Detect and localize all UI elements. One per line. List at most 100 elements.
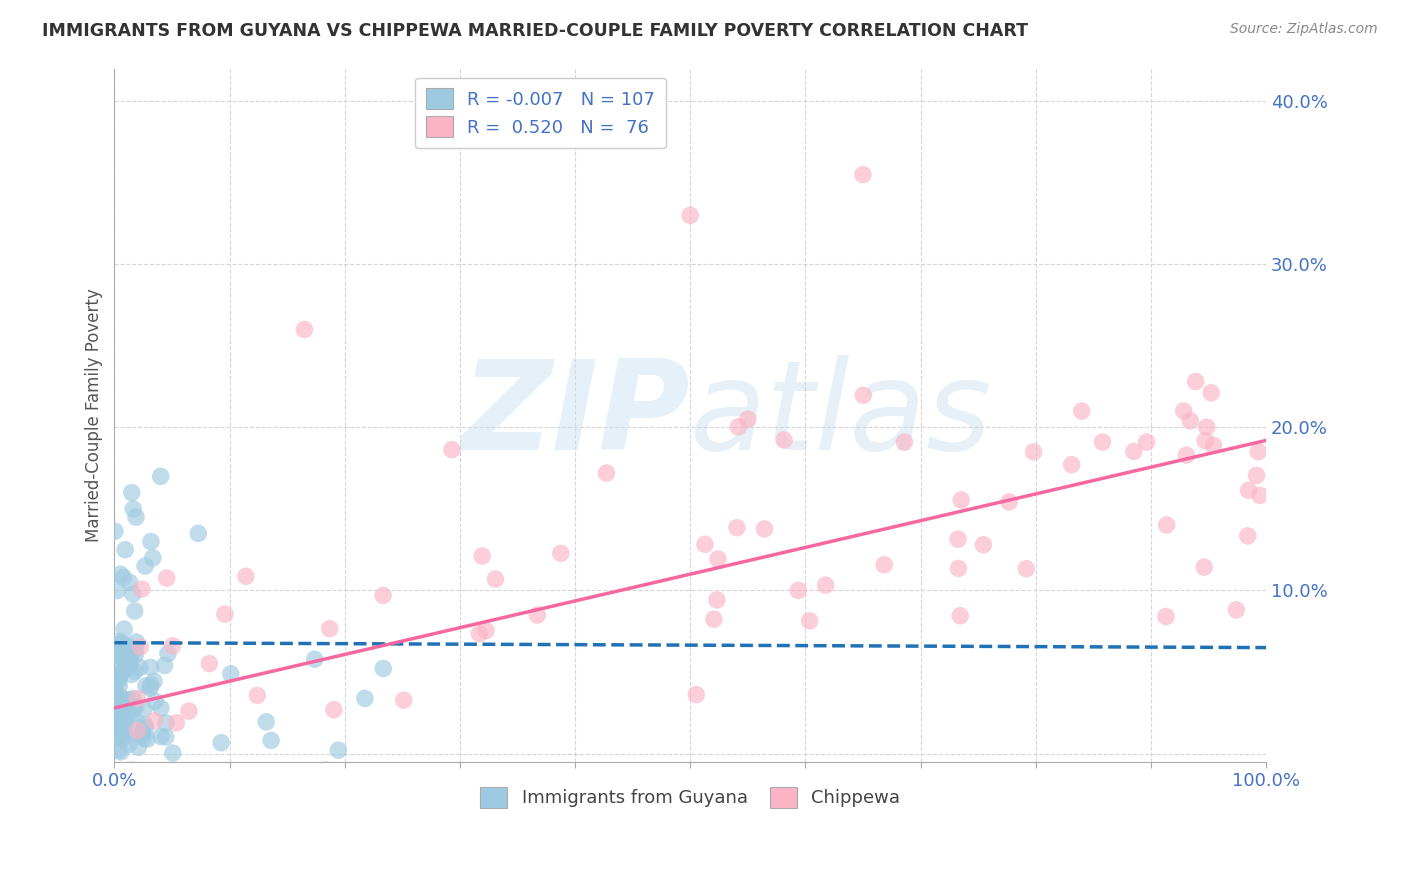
Point xyxy=(108,698,131,713)
Point xyxy=(108,730,131,744)
Point xyxy=(1091,435,1114,450)
Point xyxy=(1180,414,1202,428)
Point xyxy=(322,703,344,717)
Point xyxy=(1225,603,1247,617)
Point xyxy=(121,485,143,500)
Point xyxy=(125,699,148,714)
Point xyxy=(107,655,129,669)
Point xyxy=(706,593,728,607)
Point xyxy=(998,495,1021,509)
Point xyxy=(484,572,506,586)
Point xyxy=(127,723,149,738)
Point xyxy=(787,583,810,598)
Point xyxy=(595,466,617,480)
Point xyxy=(149,701,172,715)
Point xyxy=(1192,560,1215,574)
Legend: Immigrants from Guyana, Chippewa: Immigrants from Guyana, Chippewa xyxy=(474,780,907,815)
Point xyxy=(134,559,156,574)
Point xyxy=(304,652,326,666)
Point xyxy=(134,721,156,735)
Point xyxy=(104,524,127,539)
Point xyxy=(155,730,177,744)
Point xyxy=(707,552,730,566)
Point xyxy=(685,688,707,702)
Point xyxy=(115,656,138,670)
Point xyxy=(124,648,146,662)
Point xyxy=(139,534,162,549)
Point xyxy=(1060,458,1083,472)
Point xyxy=(471,549,494,563)
Point xyxy=(110,731,132,746)
Point xyxy=(114,642,136,657)
Point xyxy=(127,691,149,706)
Point xyxy=(440,442,463,457)
Point xyxy=(156,571,179,585)
Point xyxy=(112,716,135,731)
Point xyxy=(1195,420,1218,434)
Point xyxy=(122,502,145,516)
Point xyxy=(114,653,136,667)
Point xyxy=(475,624,498,638)
Point xyxy=(153,658,176,673)
Point xyxy=(1246,468,1268,483)
Point xyxy=(149,730,172,744)
Point xyxy=(107,743,129,757)
Text: IMMIGRANTS FROM GUYANA VS CHIPPEWA MARRIED-COUPLE FAMILY POVERTY CORRELATION CHA: IMMIGRANTS FROM GUYANA VS CHIPPEWA MARRI… xyxy=(42,22,1028,40)
Point xyxy=(115,700,138,714)
Point xyxy=(972,538,994,552)
Point xyxy=(155,715,177,730)
Point xyxy=(124,642,146,657)
Point xyxy=(139,681,162,695)
Point xyxy=(693,537,716,551)
Point xyxy=(104,675,127,690)
Point xyxy=(773,433,796,447)
Point xyxy=(177,704,200,718)
Point xyxy=(142,550,165,565)
Point xyxy=(852,388,875,402)
Point xyxy=(328,743,350,757)
Point xyxy=(124,604,146,618)
Point xyxy=(110,650,132,665)
Point xyxy=(110,720,132,734)
Point xyxy=(105,692,128,706)
Point xyxy=(526,607,548,622)
Point xyxy=(128,660,150,674)
Point xyxy=(814,578,837,592)
Point xyxy=(105,670,128,684)
Point xyxy=(1184,375,1206,389)
Point xyxy=(1202,438,1225,452)
Point xyxy=(112,713,135,727)
Point xyxy=(131,728,153,742)
Point xyxy=(679,208,702,222)
Point xyxy=(703,612,725,626)
Point xyxy=(125,635,148,649)
Point xyxy=(318,622,340,636)
Point xyxy=(1173,404,1195,418)
Point xyxy=(120,763,142,777)
Point xyxy=(136,732,159,747)
Point xyxy=(371,589,394,603)
Point xyxy=(115,693,138,707)
Point xyxy=(110,722,132,736)
Point xyxy=(120,708,142,723)
Point xyxy=(852,168,875,182)
Point xyxy=(1199,385,1222,400)
Point xyxy=(110,691,132,706)
Point xyxy=(1247,444,1270,458)
Point xyxy=(254,714,277,729)
Point xyxy=(107,709,129,723)
Point xyxy=(117,693,139,707)
Point xyxy=(114,725,136,739)
Point xyxy=(392,693,415,707)
Point xyxy=(124,665,146,679)
Point xyxy=(104,698,127,712)
Point xyxy=(1236,529,1258,543)
Point xyxy=(132,731,155,746)
Text: Source: ZipAtlas.com: Source: ZipAtlas.com xyxy=(1230,22,1378,37)
Point xyxy=(1022,445,1045,459)
Point xyxy=(110,567,132,582)
Point xyxy=(112,570,135,584)
Point xyxy=(187,526,209,541)
Point xyxy=(108,679,131,693)
Point xyxy=(550,546,572,560)
